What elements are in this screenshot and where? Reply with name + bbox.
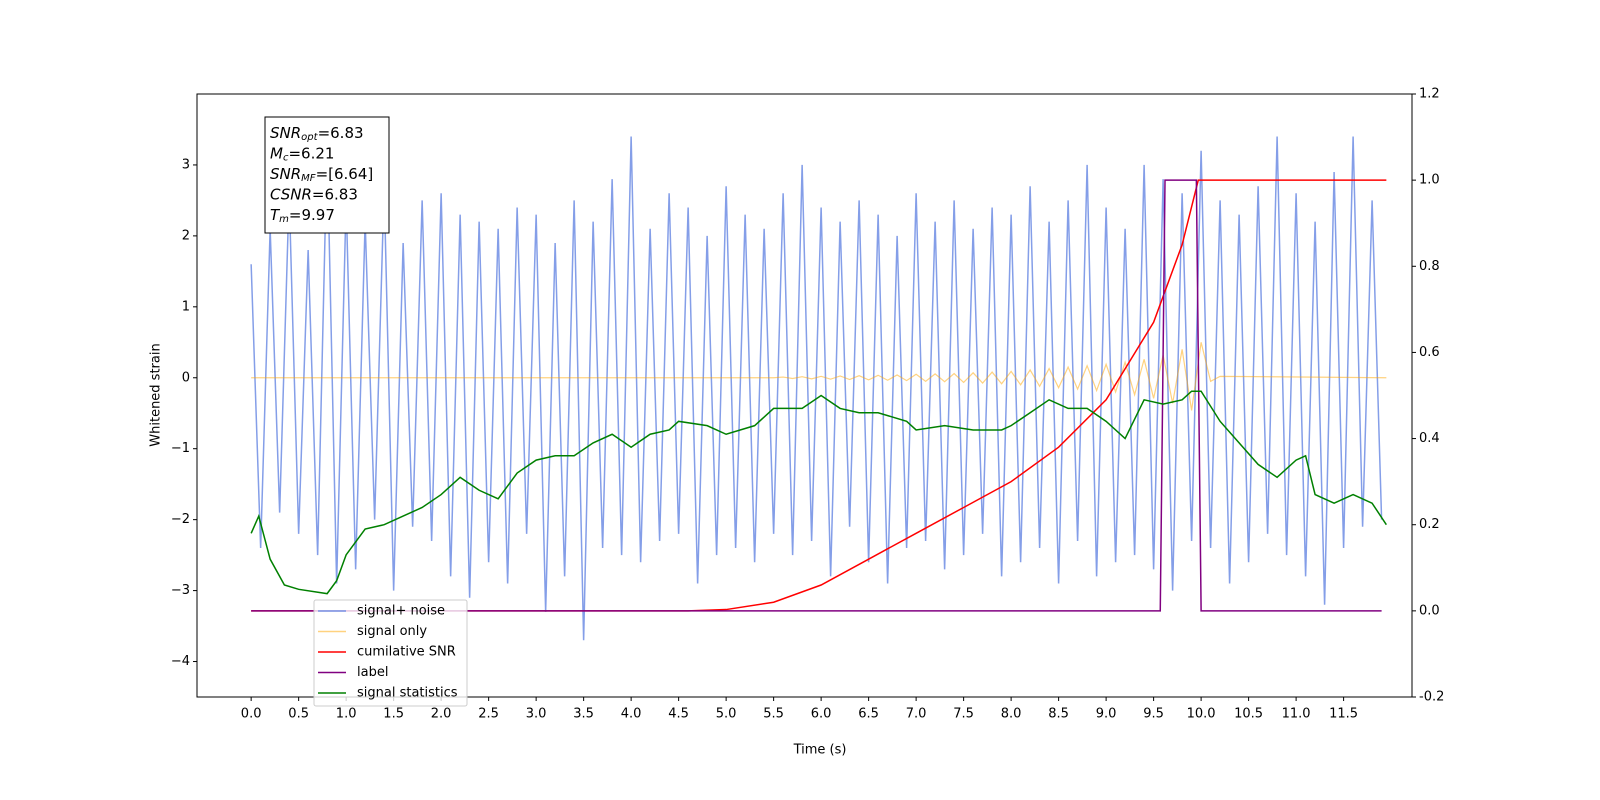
legend-label: cumilative SNR (357, 645, 456, 660)
annotation-text: =6.21 (288, 144, 334, 162)
x-tick-label: 3.0 (526, 707, 547, 722)
x-tick-label: 6.0 (811, 707, 832, 722)
annotation-symbol: T (270, 206, 281, 224)
axes-frame (196, 93, 1413, 698)
annotation-text: =6.83 (318, 124, 364, 142)
annotation-subscript: c (283, 153, 289, 164)
y2-tick-label: 1.2 (1419, 87, 1440, 102)
annotation-symbol: SNR (270, 124, 301, 142)
x-tick-label: 10.0 (1187, 707, 1216, 722)
y2-tick-label: 0.8 (1419, 259, 1440, 274)
y2-tick-label: 0.6 (1419, 345, 1440, 360)
x-tick-label: 4.5 (668, 707, 689, 722)
y-tick-label: 3 (182, 157, 190, 172)
annotation-symbol: M (270, 144, 283, 162)
y2-tick-label: -0.2 (1419, 690, 1444, 705)
x-tick-label: 0.0 (241, 707, 262, 722)
legend-box (313, 599, 468, 707)
x-axis-label: Time (s) (793, 743, 847, 758)
x-tick-label: 5.0 (716, 707, 737, 722)
annotation-line: Mc=6.21 (270, 144, 334, 164)
annotation: SNRopt=6.83Mc=6.21SNRMF=[6.64]CSNR=6.83T… (264, 116, 390, 234)
annotation-text: =6.83 (312, 185, 358, 203)
annotation-line: CSNR=6.83 (270, 185, 358, 203)
annotation-symbol: CSNR (270, 185, 312, 203)
annotation-line: SNRMF=[6.64] (270, 165, 373, 185)
x-tick-label: 11.5 (1329, 707, 1358, 722)
legend: signal+ noise signal only cumilative SNR la… (313, 599, 468, 707)
x-tick-label: 2.5 (478, 707, 499, 722)
legend-label: label (357, 665, 388, 680)
legend-label: signal only (357, 624, 427, 639)
y-tick-label: 0 (182, 370, 190, 385)
annotation-box (264, 116, 390, 234)
series-line (251, 179, 1387, 612)
series-line (251, 179, 1382, 612)
x-tick-label: 0.5 (288, 707, 309, 722)
y2-tick-label: 0.4 (1419, 431, 1440, 446)
x-tick-label: 6.5 (858, 707, 879, 722)
x-tick-label: 7.0 (906, 707, 927, 722)
y-tick-label: −4 (171, 654, 190, 669)
plot-area (250, 136, 1387, 641)
legend-label: signal+ noise (357, 604, 445, 619)
annotation-subscript: MF (301, 173, 316, 184)
y-tick-label: 1 (182, 299, 190, 314)
x-tick-label: 4.0 (621, 707, 642, 722)
x-tick-label: 3.5 (573, 707, 594, 722)
x-tick-label: 11.0 (1282, 707, 1311, 722)
annotation-symbol: SNR (270, 165, 301, 183)
x-tick-label: 1.0 (336, 707, 357, 722)
x-tick-label: 8.5 (1048, 707, 1069, 722)
series-line (250, 136, 1383, 641)
x-tick-label: 1.5 (383, 707, 404, 722)
annotation-subscript: opt (301, 132, 318, 143)
y-tick-label: −2 (171, 512, 190, 527)
x-tick-label: 8.0 (1001, 707, 1022, 722)
legend-label: signal statistics (357, 686, 458, 701)
y2-tick-label: 0.0 (1419, 603, 1440, 618)
x-tick-label: 7.5 (953, 707, 974, 722)
series-line (251, 342, 1387, 411)
annotation-text: =[6.64] (316, 165, 374, 183)
annotation-subscript: m (279, 214, 289, 225)
x-tick-label: 5.5 (763, 707, 784, 722)
annotation-text: =9.97 (289, 206, 335, 224)
series-line (250, 390, 1387, 595)
x-tick-label: 9.0 (1096, 707, 1117, 722)
y-tick-label: −3 (171, 583, 190, 598)
y-tick-label: 2 (182, 228, 190, 243)
x-tick-label: 10.5 (1234, 707, 1263, 722)
annotation-line: Tm=9.97 (270, 206, 335, 226)
y2-tick-label: 0.2 (1419, 517, 1440, 532)
x-tick-label: 9.5 (1143, 707, 1164, 722)
y-tick-label: −1 (171, 441, 190, 456)
annotation-line: SNRopt=6.83 (270, 124, 364, 144)
y2-tick-label: 1.0 (1419, 173, 1440, 188)
y-axis-label: Whitened strain (149, 343, 164, 446)
x-tick-label: 2.0 (431, 707, 452, 722)
